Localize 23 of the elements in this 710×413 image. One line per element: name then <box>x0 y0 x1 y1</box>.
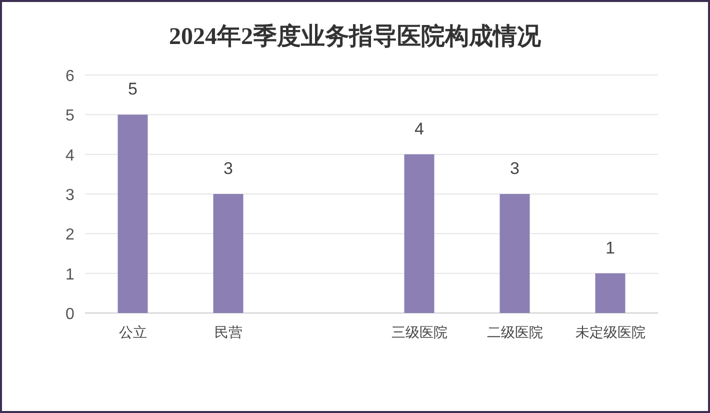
chart-title: 2024年2季度业务指导医院构成情况 <box>169 23 542 50</box>
data-label: 3 <box>510 159 520 178</box>
x-tick-label: 三级医院 <box>391 324 448 340</box>
data-label: 1 <box>606 238 615 258</box>
x-tick-label: 未定级医院 <box>575 324 646 340</box>
y-tick-label: 2 <box>66 226 75 244</box>
bar <box>118 114 148 313</box>
bar <box>595 273 626 313</box>
data-label: 5 <box>128 80 138 99</box>
y-tick-label: 1 <box>66 266 75 284</box>
bar <box>213 194 244 313</box>
x-tick-label: 二级医院 <box>486 324 543 340</box>
y-tick-label: 4 <box>66 147 75 164</box>
bar <box>500 194 530 313</box>
bar <box>404 154 434 313</box>
y-tick-label: 6 <box>66 68 75 85</box>
y-tick-label: 3 <box>66 187 75 204</box>
y-tick-label: 5 <box>66 108 75 125</box>
y-tick-label: 0 <box>66 306 75 323</box>
data-label: 3 <box>224 159 233 178</box>
x-tick-label: 公立 <box>118 324 147 340</box>
x-tick-label: 民营 <box>214 324 242 340</box>
data-label: 4 <box>414 119 424 138</box>
